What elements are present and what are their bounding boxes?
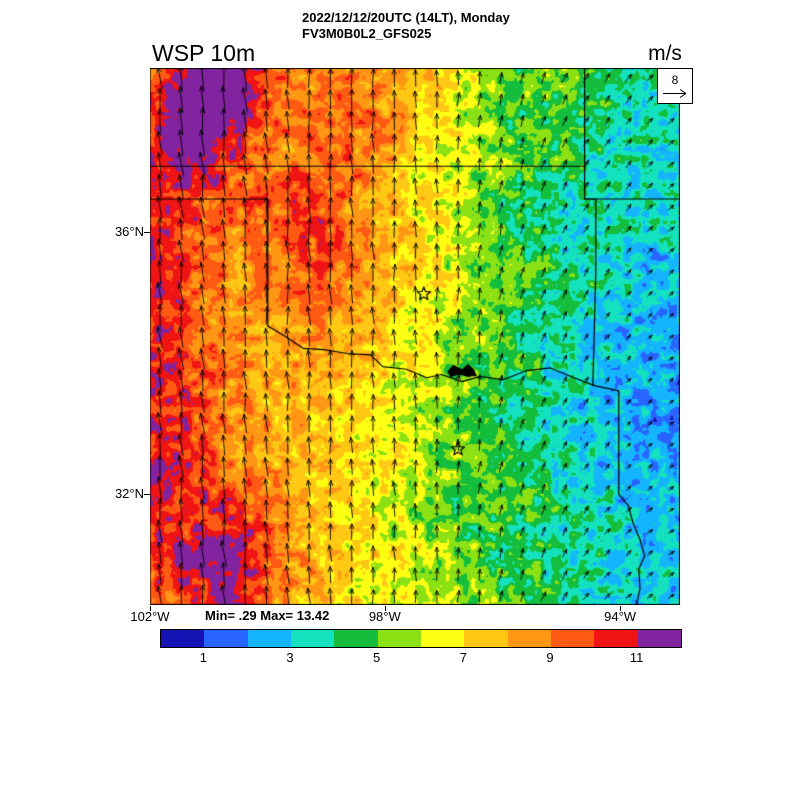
colorbar-segment	[507, 630, 551, 647]
title-line1: 2022/12/12/20UTC (14LT), Monday	[302, 10, 510, 25]
colorbar-segment	[550, 630, 595, 647]
colorbar-tick-label: 5	[373, 650, 381, 665]
colorbar-tick-label: 3	[286, 650, 294, 665]
y-axis-tick-label: 32°N	[114, 485, 144, 501]
colorbar-tick-label: 9	[546, 650, 554, 665]
reference-vector-box: 8	[657, 68, 693, 104]
x-axis-tick-label: 98°W	[368, 609, 401, 624]
colorbar-segment	[290, 630, 335, 647]
colorbar-segment	[420, 630, 465, 647]
colorbar-segment	[334, 630, 378, 647]
colorbar-segment	[464, 630, 508, 647]
colorbar-segment	[161, 630, 205, 647]
x-axis-tickmark	[620, 606, 622, 611]
y-axis-tick-label: 36°N	[114, 223, 144, 239]
colorbar-tick-label: 1	[199, 650, 207, 665]
reference-arrow-icon	[663, 88, 687, 98]
variable-label: WSP 10m	[152, 40, 256, 66]
map-plot: 8	[150, 68, 693, 605]
colorbar-segment	[377, 630, 421, 647]
colorbar-tick-label: 7	[459, 650, 467, 665]
min-max-label: Min= .29 Max= 13.42	[205, 608, 330, 623]
plot-titles: 2022/12/12/20UTC (14LT), Monday FV3M0B0L…	[302, 10, 510, 42]
x-axis-tickmark	[150, 606, 151, 611]
reference-vector-value: 8	[671, 72, 679, 87]
colorbar-segment	[637, 630, 681, 647]
colorbar-segment	[247, 630, 291, 647]
units-label: m/s	[648, 42, 682, 65]
colorbar-segment	[204, 630, 248, 647]
x-axis-tickmark	[384, 606, 386, 611]
y-axis-tickmark	[144, 493, 150, 495]
colorbar-tick-label: 11	[629, 650, 644, 665]
x-axis-tick-label: 94°W	[604, 609, 637, 624]
title-line2: FV3M0B0L2_GFS025	[302, 26, 432, 41]
x-axis-tick-label: 102°W	[130, 609, 170, 624]
wind-speed-field-canvas	[150, 68, 680, 605]
colorbar-segment	[594, 630, 638, 647]
colorbar	[160, 629, 682, 648]
y-axis-tickmark	[144, 231, 150, 233]
